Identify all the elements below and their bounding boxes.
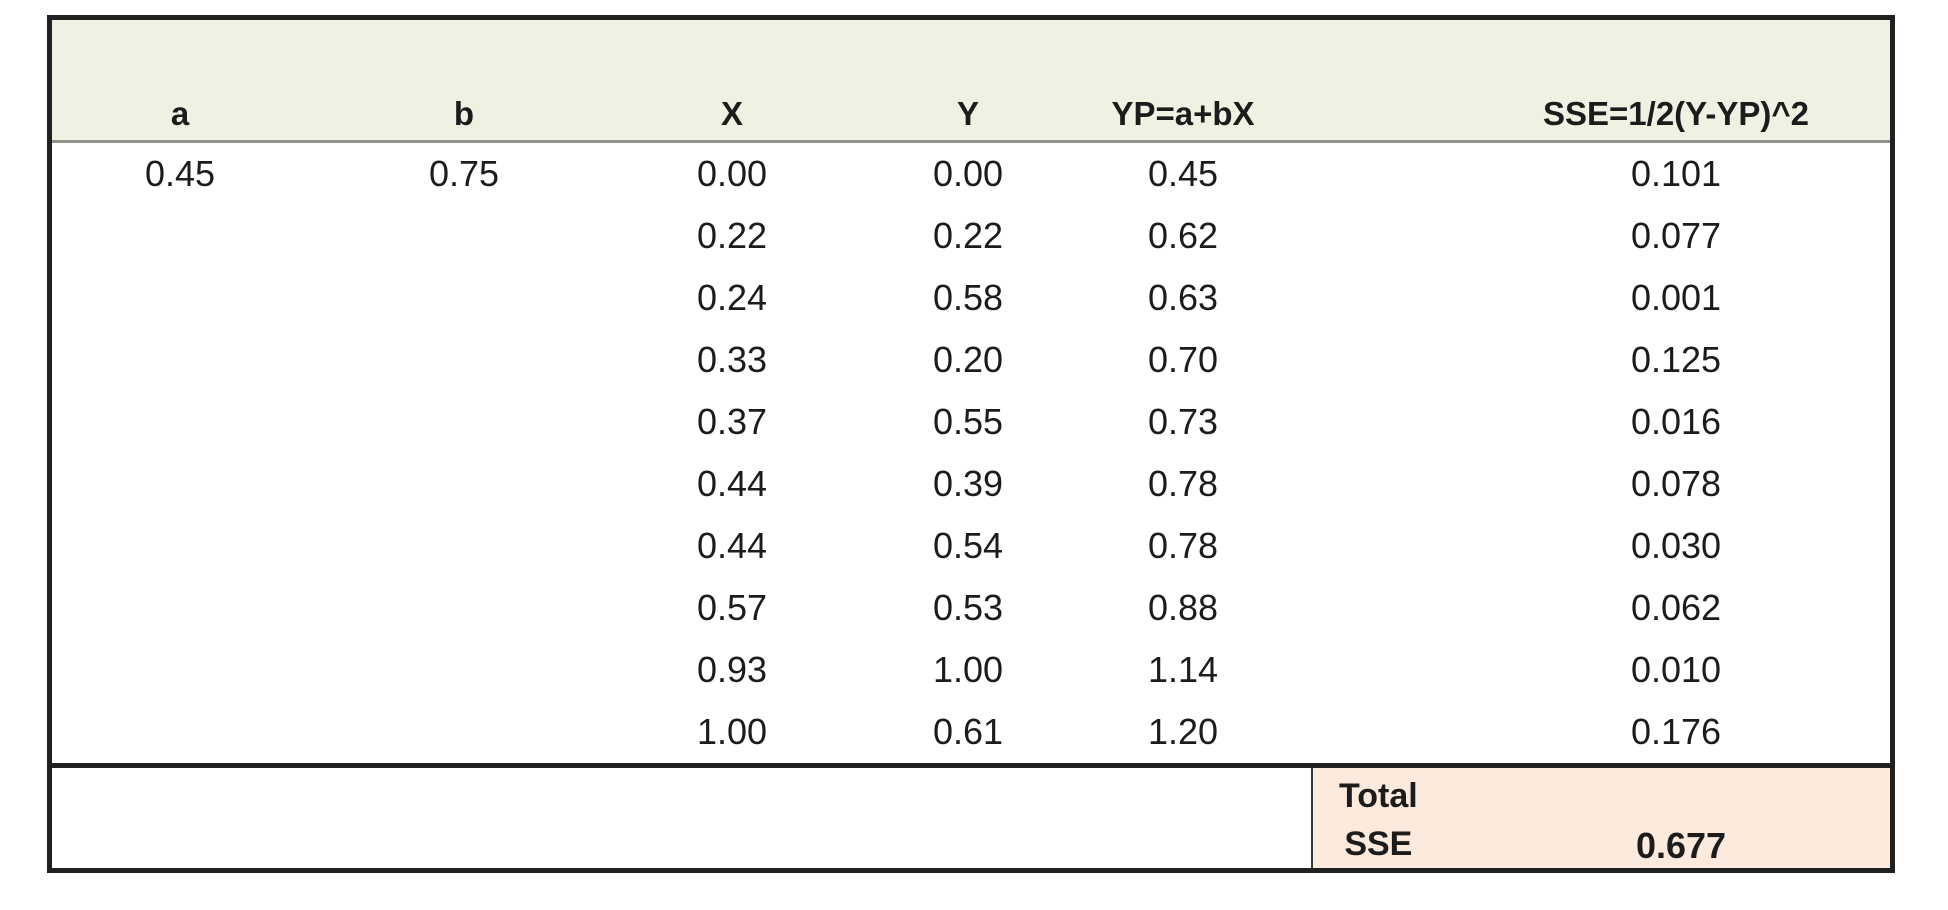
total-sse-cell[interactable]: Total SSE 0.677	[1311, 768, 1890, 868]
cell-sse[interactable]: 0.030	[1630, 525, 1722, 567]
table-row: 0.57 0.53 0.88 0.062	[52, 577, 1890, 639]
cell-a[interactable]: 0.45	[144, 153, 216, 195]
cell-y[interactable]: 0.22	[932, 215, 1004, 257]
cell-yp[interactable]: 1.14	[1147, 649, 1219, 691]
cell-yp[interactable]: 0.73	[1147, 401, 1219, 443]
cell-x[interactable]: 0.44	[696, 463, 768, 505]
cell-sse[interactable]: 0.077	[1630, 215, 1722, 257]
header-cell-yp[interactable]: YP=a+bX	[1111, 94, 1255, 132]
header-row: a b X Y YP=a+bX SSE=1/2(Y-YP)^2	[52, 20, 1890, 143]
table-row: 0.44 0.39 0.78 0.078	[52, 453, 1890, 515]
table-row: 0.33 0.20 0.70 0.125	[52, 329, 1890, 391]
cell-y[interactable]: 0.58	[932, 277, 1004, 319]
table-row: 0.44 0.54 0.78 0.030	[52, 515, 1890, 577]
cell-x[interactable]: 0.93	[696, 649, 768, 691]
cell-yp[interactable]: 0.70	[1147, 339, 1219, 381]
cell-y[interactable]: 0.00	[932, 153, 1004, 195]
cell-y[interactable]: 0.20	[932, 339, 1004, 381]
cell-x[interactable]: 0.37	[696, 401, 768, 443]
cell-yp[interactable]: 1.20	[1147, 711, 1219, 753]
cell-yp[interactable]: 0.62	[1147, 215, 1219, 257]
header-cell-sse[interactable]: SSE=1/2(Y-YP)^2	[1543, 94, 1809, 132]
cell-sse[interactable]: 0.001	[1630, 277, 1722, 319]
cell-yp[interactable]: 0.88	[1147, 587, 1219, 629]
cell-x[interactable]: 0.24	[696, 277, 768, 319]
header-cell-b[interactable]: b	[453, 94, 475, 132]
sse-calculation-table: a b X Y YP=a+bX SSE=1/2(Y-YP)^2 0.45 0.7…	[47, 15, 1895, 873]
cell-sse[interactable]: 0.016	[1630, 401, 1722, 443]
cell-yp[interactable]: 0.78	[1147, 525, 1219, 567]
cell-x[interactable]: 1.00	[696, 711, 768, 753]
total-label-line2: SSE	[1344, 825, 1413, 863]
cell-x[interactable]: 0.00	[696, 153, 768, 195]
header-cell-x[interactable]: X	[720, 94, 743, 132]
cell-x[interactable]: 0.33	[696, 339, 768, 381]
header-cell-y[interactable]: Y	[956, 94, 979, 132]
table-body: 0.45 0.75 0.00 0.00 0.45 0.101 0.22 0.22…	[52, 143, 1890, 763]
table-row: 0.22 0.22 0.62 0.077	[52, 205, 1890, 267]
total-label-line1: Total	[1339, 777, 1418, 815]
cell-b[interactable]: 0.75	[428, 153, 500, 195]
table-row: 0.45 0.75 0.00 0.00 0.45 0.101	[52, 143, 1890, 205]
cell-y[interactable]: 0.54	[932, 525, 1004, 567]
cell-y[interactable]: 0.39	[932, 463, 1004, 505]
total-separator-line	[52, 763, 1890, 768]
table-row: 0.93 1.00 1.14 0.010	[52, 639, 1890, 701]
cell-yp[interactable]: 0.78	[1147, 463, 1219, 505]
total-sse-label: Total SSE	[1339, 772, 1418, 868]
cell-yp[interactable]: 0.63	[1147, 277, 1219, 319]
header-cell-a[interactable]: a	[170, 94, 190, 132]
cell-sse[interactable]: 0.176	[1630, 711, 1722, 753]
cell-x[interactable]: 0.57	[696, 587, 768, 629]
cell-sse[interactable]: 0.062	[1630, 587, 1722, 629]
cell-yp[interactable]: 0.45	[1147, 153, 1219, 195]
cell-sse[interactable]: 0.010	[1630, 649, 1722, 691]
table-row: 1.00 0.61 1.20 0.176	[52, 701, 1890, 763]
total-sse-value: 0.677	[1635, 825, 1727, 866]
cell-sse[interactable]: 0.125	[1630, 339, 1722, 381]
cell-x[interactable]: 0.44	[696, 525, 768, 567]
cell-y[interactable]: 0.53	[932, 587, 1004, 629]
table-row: 0.24 0.58 0.63 0.001	[52, 267, 1890, 329]
cell-sse[interactable]: 0.078	[1630, 463, 1722, 505]
cell-y[interactable]: 0.55	[932, 401, 1004, 443]
cell-y[interactable]: 0.61	[932, 711, 1004, 753]
cell-sse[interactable]: 0.101	[1630, 153, 1722, 195]
total-row: Total SSE 0.677	[52, 768, 1890, 868]
cell-y[interactable]: 1.00	[932, 649, 1004, 691]
table-row: 0.37 0.55 0.73 0.016	[52, 391, 1890, 453]
cell-x[interactable]: 0.22	[696, 215, 768, 257]
